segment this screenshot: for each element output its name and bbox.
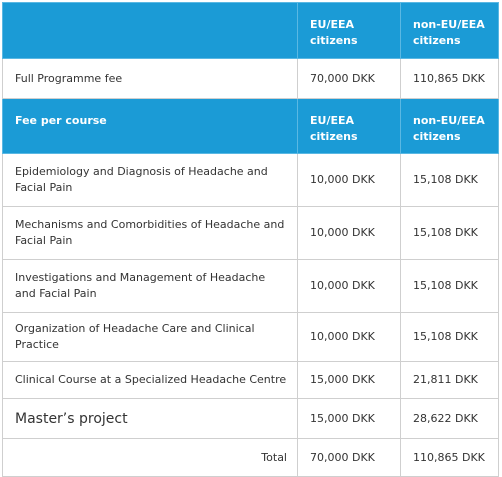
- table-row: Full Programme fee 70,000 DKK 110,865 DK…: [2, 58, 499, 99]
- course-non-eu-fee: 15,108 DKK: [400, 153, 499, 207]
- course-name: Organization of Headache Care and Clinic…: [2, 312, 298, 362]
- table-row: Organization of Headache Care and Clinic…: [2, 312, 499, 362]
- course-eu-fee: 10,000 DKK: [297, 206, 401, 260]
- course-non-eu-fee: 15,108 DKK: [400, 259, 499, 313]
- course-non-eu-fee: 21,811 DKK: [400, 361, 499, 399]
- header-eu-cell: EU/EEA citizens: [297, 2, 401, 59]
- table-row: Epidemiology and Diagnosis of Headache a…: [2, 153, 499, 207]
- course-non-eu-fee: 15,108 DKK: [400, 206, 499, 260]
- course-header-eu: EU/EEA citizens: [297, 98, 401, 154]
- course-non-eu-fee: 28,622 DKK: [400, 398, 499, 439]
- table-row: Clinical Course at a Specialized Headach…: [2, 361, 499, 399]
- course-header-non-eu: non-EU/EEA citizens: [400, 98, 499, 154]
- table-row: Investigations and Management of Headach…: [2, 259, 499, 313]
- course-header-label: Fee per course: [2, 98, 298, 154]
- table-row: Master’s project 15,000 DKK 28,622 DKK: [2, 398, 499, 439]
- row-non-eu-value: 110,865 DKK: [400, 58, 499, 99]
- header-non-eu-cell: non-EU/EEA citizens: [400, 2, 499, 59]
- table-row: Mechanisms and Comorbidities of Headache…: [2, 206, 499, 260]
- course-header-row: Fee per course EU/EEA citizens non-EU/EE…: [2, 98, 499, 154]
- course-name: Master’s project: [2, 398, 298, 439]
- course-eu-fee: 15,000 DKK: [297, 398, 401, 439]
- header-label-cell: [2, 2, 298, 59]
- course-eu-fee: 10,000 DKK: [297, 312, 401, 362]
- course-non-eu-fee: 15,108 DKK: [400, 312, 499, 362]
- course-name: Clinical Course at a Specialized Headach…: [2, 361, 298, 399]
- course-eu-fee: 15,000 DKK: [297, 361, 401, 399]
- row-label: Full Programme fee: [2, 58, 298, 99]
- course-name: Mechanisms and Comorbidities of Headache…: [2, 206, 298, 260]
- table-header-row: EU/EEA citizens non-EU/EEA citizens: [2, 2, 499, 59]
- course-eu-fee: 10,000 DKK: [297, 153, 401, 207]
- row-eu-value: 70,000 DKK: [297, 58, 401, 99]
- course-eu-fee: 10,000 DKK: [297, 259, 401, 313]
- course-name: Epidemiology and Diagnosis of Headache a…: [2, 153, 298, 207]
- course-name: Investigations and Management of Headach…: [2, 259, 298, 313]
